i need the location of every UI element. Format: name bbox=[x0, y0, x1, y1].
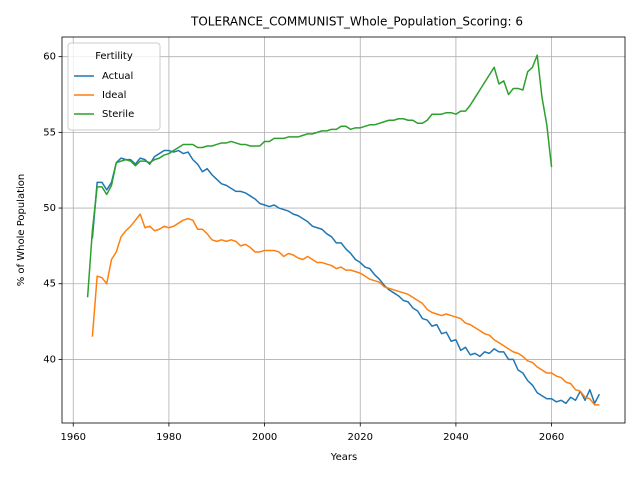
x-tick-label: 2020 bbox=[348, 432, 373, 443]
y-tick-label: 45 bbox=[43, 279, 56, 290]
series-line bbox=[91, 149, 601, 405]
legend: Fertility Actual Ideal Sterile bbox=[67, 42, 161, 131]
legend-label: Actual bbox=[102, 71, 133, 82]
y-tick-label: 50 bbox=[43, 203, 56, 214]
legend-label: Sterile bbox=[102, 109, 134, 120]
series-line bbox=[91, 213, 600, 406]
plot-frame bbox=[61, 36, 626, 424]
chart-title: TOLERANCE_COMMUNIST_Whole_Population_Sco… bbox=[190, 15, 523, 29]
x-tick-label: 2040 bbox=[443, 432, 468, 443]
y-tick-label: 40 bbox=[43, 354, 56, 365]
x-tick-label: 2000 bbox=[252, 432, 277, 443]
x-axis-label: Years bbox=[330, 452, 357, 463]
x-tick-label: 1960 bbox=[61, 432, 86, 443]
legend-title: Fertility bbox=[95, 51, 133, 62]
y-tick-label: 55 bbox=[43, 127, 56, 138]
y-tick-label: 60 bbox=[43, 52, 56, 63]
series-line bbox=[86, 54, 553, 298]
x-tick-label: 2060 bbox=[539, 432, 564, 443]
legend-label: Ideal bbox=[102, 90, 126, 101]
y-axis-label: % of Whole Population bbox=[16, 174, 27, 287]
x-tick-label: 1980 bbox=[156, 432, 181, 443]
legend-box bbox=[67, 42, 161, 131]
